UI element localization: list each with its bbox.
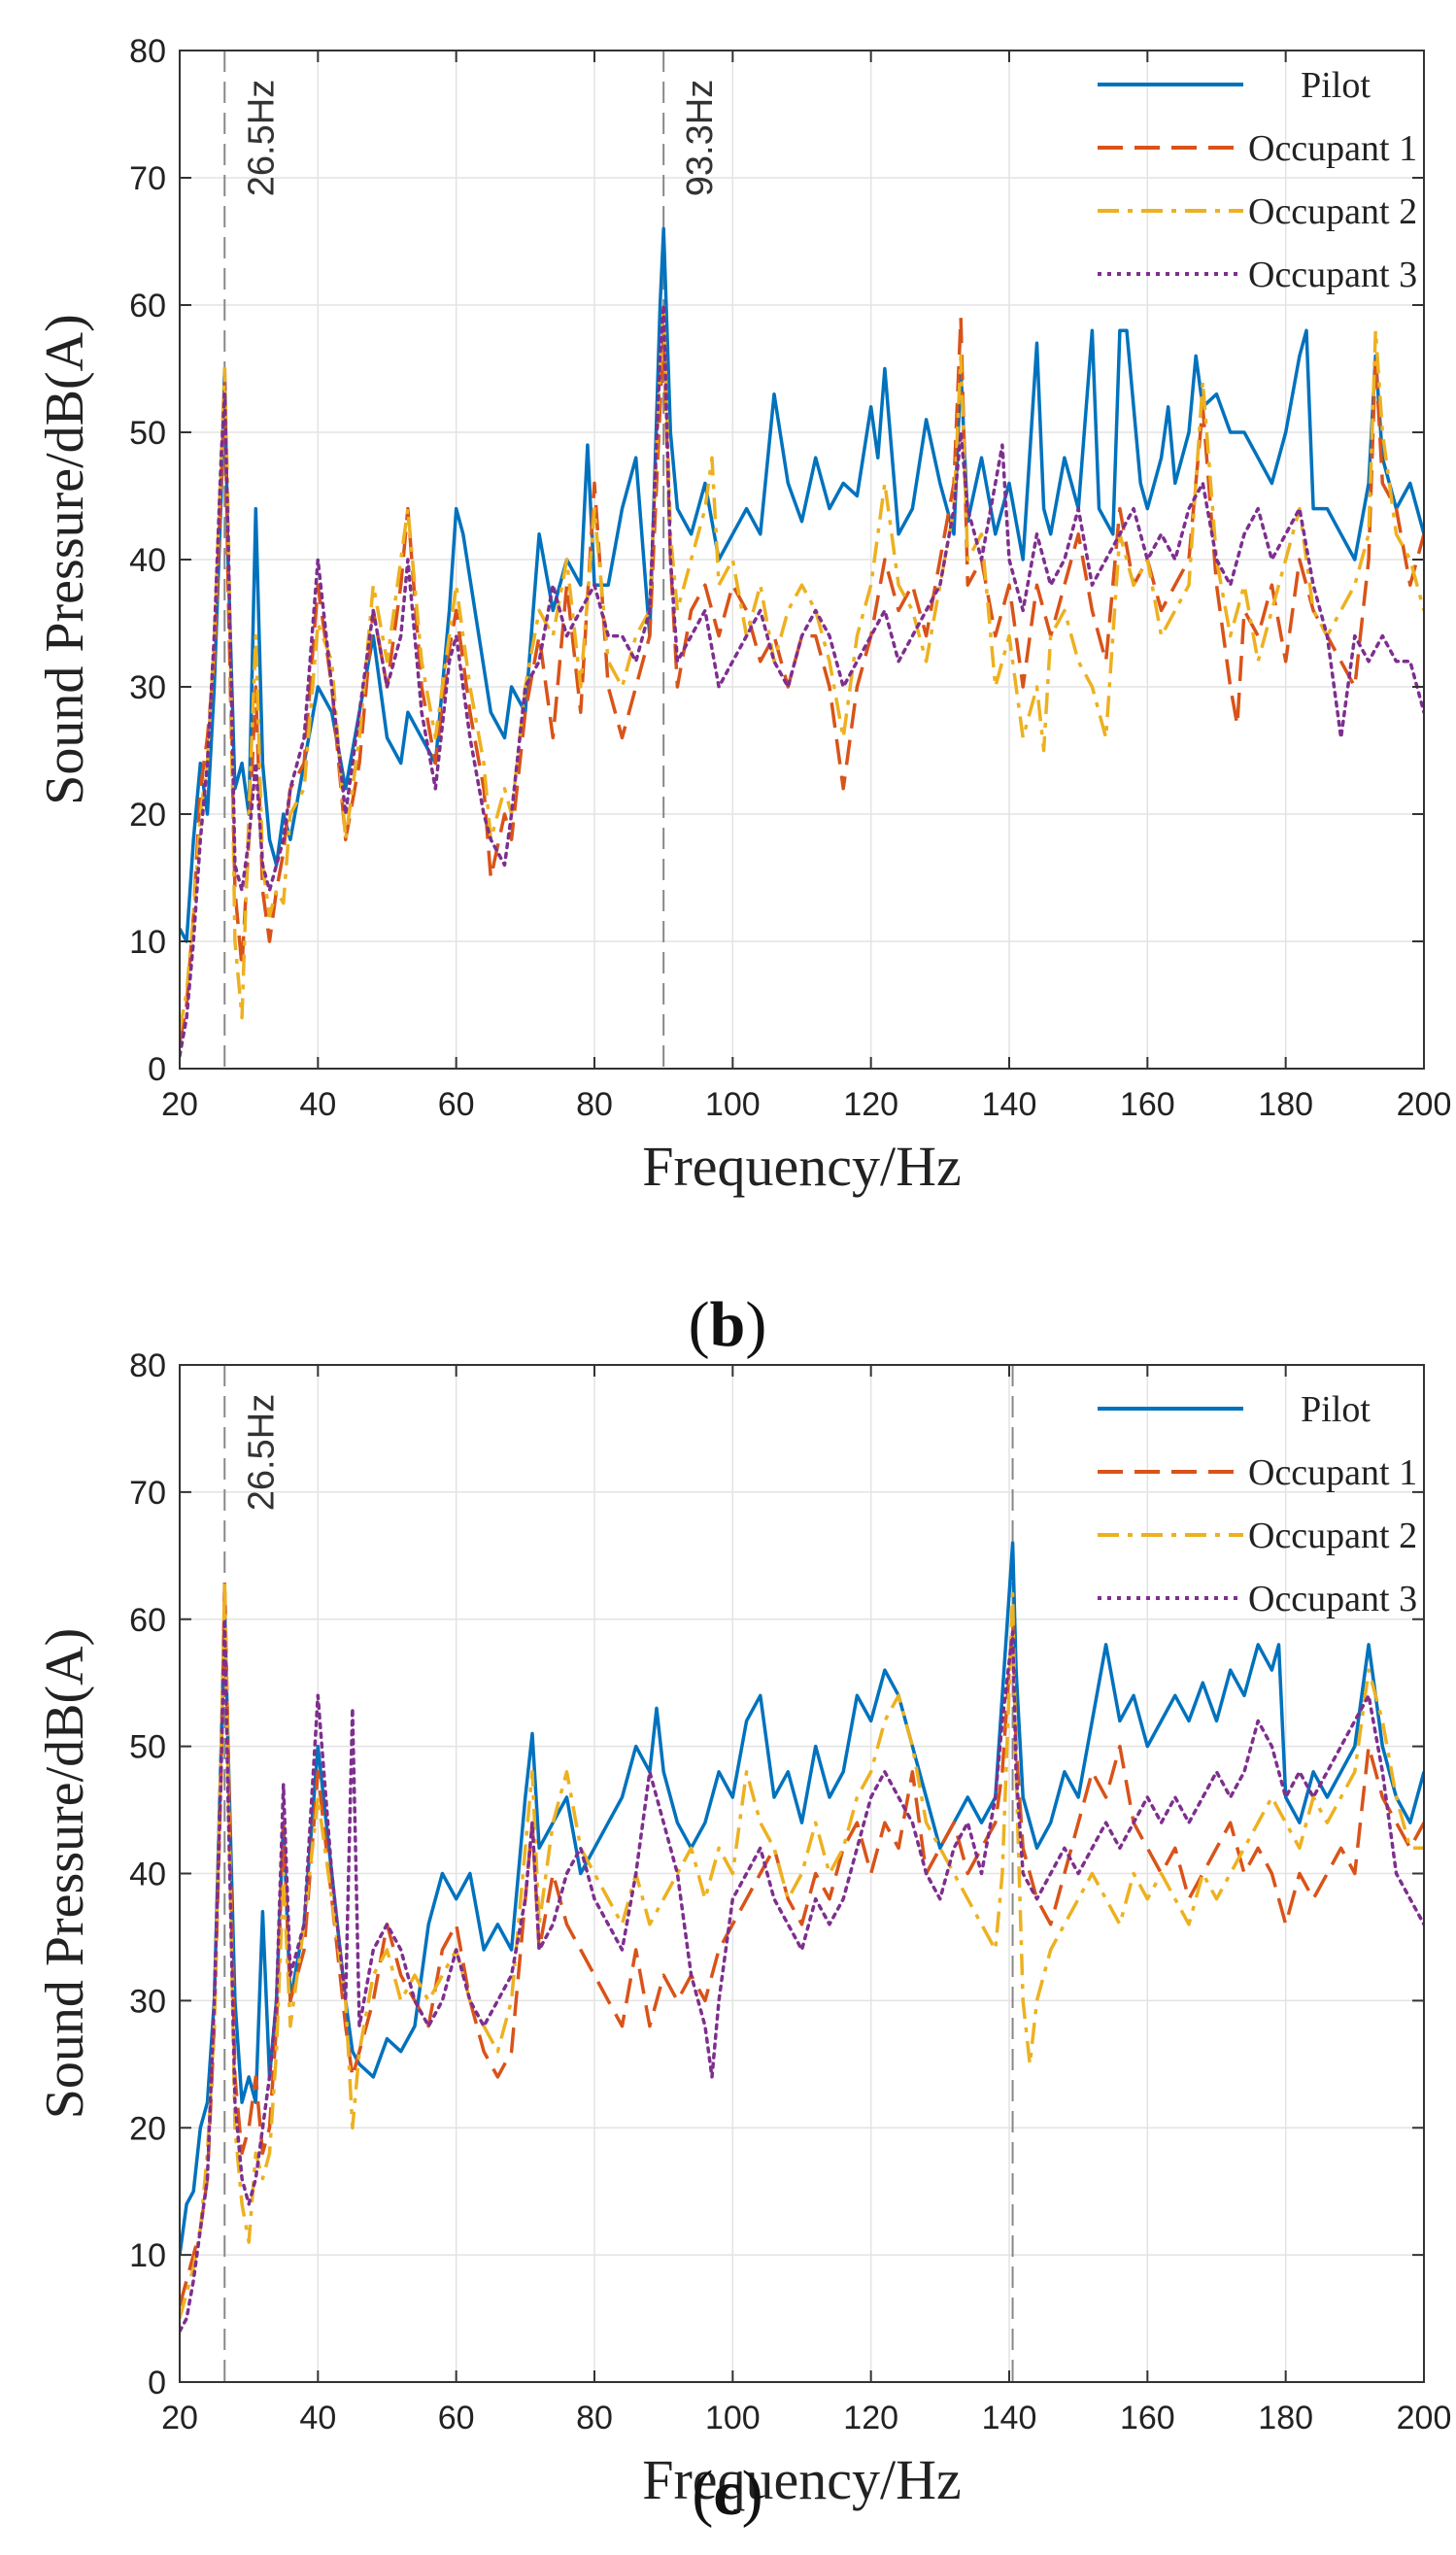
chart-panel-b: 20 40 60 80 100 120 140 160 180 200 0 10 20 30 40 50 60 7… [35,33,1451,1360]
y-tick-label: 50 [129,415,166,452]
y-tick-label: 50 [129,1729,166,1766]
series-line-occupant-3 [180,1618,1424,2334]
x-tick-label: 40 [299,1086,336,1123]
caption-letter: c [713,2458,741,2529]
legend-label: Occupant 2 [1248,1516,1417,1556]
legend-label: Occupant 3 [1248,1579,1417,1619]
series-line-occupant-3 [180,303,1424,1058]
x-tick-label: 40 [299,2400,336,2436]
annotation-label: 93.3Hz [680,80,721,196]
caption-close: ) [742,2458,763,2529]
legend-label: Occupant 2 [1248,191,1417,232]
legend-label: Occupant 1 [1248,1452,1417,1493]
x-tick-label: 180 [1258,2400,1313,2436]
y-tick-label: 60 [129,288,166,324]
series-line-occupant-1 [180,316,1424,1044]
annotation-label: 26.5Hz [241,80,282,196]
series-line-pilot [180,226,1424,943]
legend-label: Occupant 3 [1248,255,1417,295]
series-line-occupant-2 [180,1579,1424,2320]
x-tick-label: 160 [1120,1086,1175,1123]
x-tick-label: 60 [438,2400,475,2436]
x-tick-label: 120 [843,1086,898,1123]
x-tick-label: 120 [843,2400,898,2436]
x-tick-label: 20 [161,2400,198,2436]
x-tick-label: 100 [705,2400,761,2436]
caption-close: ) [745,1289,766,1360]
y-tick-label: 0 [148,1051,166,1088]
chart-panel-c: 20 40 60 80 100 120 140 160 180 200 0 10 20 30 40 50 60 7… [35,1347,1451,2529]
y-axis-label: Sound Pressure/dB(A) [35,1628,95,2120]
y-axis-label: Sound Pressure/dB(A) [35,314,95,805]
y-tick-label: 20 [129,797,166,834]
x-axis-label: Frequency/Hz [642,2448,962,2511]
series-line-occupant-2 [180,303,1424,1032]
x-tick-label: 60 [438,1086,475,1123]
y-tick-label: 80 [129,1347,166,1384]
series-line-occupant-1 [180,1579,1424,2306]
x-tick-label: 180 [1258,1086,1313,1123]
caption-letter: b [710,1289,746,1360]
y-tick-label: 60 [129,1602,166,1639]
y-tick-label: 10 [129,2237,166,2274]
legend: Pilot Occupant 1 Occupant 2 Occupant 3 [1098,65,1417,295]
panel-caption: (b) [689,1289,767,1360]
y-tick-label: 70 [129,160,166,197]
series-line-pilot [180,1541,1424,2256]
x-tick-label: 160 [1120,2400,1175,2436]
legend: Pilot Occupant 1 Occupant 2 Occupant 3 [1098,1389,1417,1619]
y-tick-label: 30 [129,1983,166,2020]
y-tick-label: 70 [129,1475,166,1512]
series-group [180,226,1424,1058]
y-tick-label: 40 [129,1857,166,1893]
y-tick-label: 20 [129,2110,166,2147]
x-tick-label: 80 [576,2400,613,2436]
legend-label: Pilot [1301,65,1371,106]
caption-open: ( [689,1289,710,1360]
legend-label: Pilot [1301,1389,1371,1430]
caption-open: ( [692,2458,713,2529]
y-tick-label: 10 [129,924,166,961]
x-tick-label: 200 [1397,2400,1452,2436]
annotation-label: 26.5Hz [241,1394,282,1511]
x-tick-label: 100 [705,1086,761,1123]
x-axis-label: Frequency/Hz [642,1135,962,1198]
x-tick-label: 140 [982,2400,1037,2436]
y-tick-label: 30 [129,669,166,706]
y-tick-label: 0 [148,2365,166,2402]
x-tick-label: 80 [576,1086,613,1123]
series-group [180,1541,1424,2334]
y-tick-label: 40 [129,542,166,579]
x-tick-label: 20 [161,1086,198,1123]
panel-caption: (c) [692,2458,762,2529]
x-tick-label: 200 [1397,1086,1452,1123]
x-tick-label: 140 [982,1086,1037,1123]
y-tick-label: 80 [129,33,166,70]
legend-label: Occupant 1 [1248,128,1417,169]
